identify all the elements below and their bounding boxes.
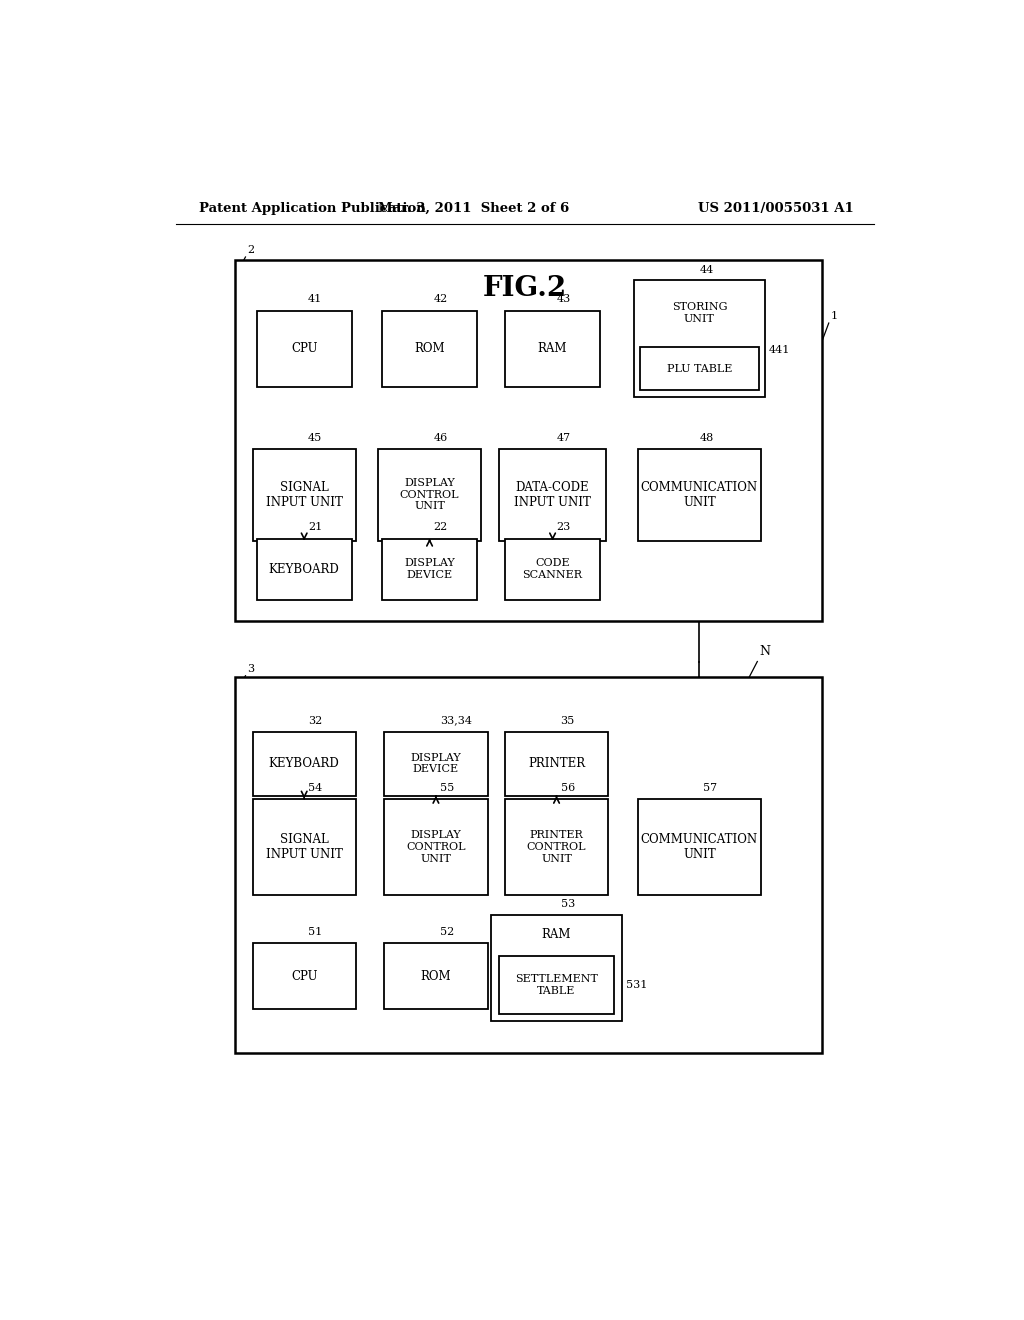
FancyBboxPatch shape — [505, 799, 608, 895]
Text: COMMUNICATION
UNIT: COMMUNICATION UNIT — [641, 480, 758, 508]
Text: CPU: CPU — [291, 342, 317, 355]
FancyBboxPatch shape — [236, 260, 822, 620]
FancyBboxPatch shape — [505, 731, 608, 796]
Text: 46: 46 — [433, 433, 447, 444]
Text: 441: 441 — [769, 346, 791, 355]
FancyBboxPatch shape — [638, 799, 761, 895]
FancyBboxPatch shape — [499, 956, 614, 1014]
FancyBboxPatch shape — [634, 280, 765, 397]
Text: 48: 48 — [699, 433, 714, 444]
FancyBboxPatch shape — [499, 449, 606, 541]
Text: 22: 22 — [433, 523, 447, 532]
FancyBboxPatch shape — [384, 942, 487, 1008]
FancyBboxPatch shape — [257, 539, 352, 599]
Text: 43: 43 — [557, 294, 570, 304]
Text: PLU TABLE: PLU TABLE — [667, 364, 732, 374]
Text: CPU: CPU — [291, 970, 317, 982]
FancyBboxPatch shape — [384, 799, 487, 895]
Text: 32: 32 — [308, 715, 323, 726]
Text: 35: 35 — [560, 715, 574, 726]
FancyBboxPatch shape — [382, 539, 477, 599]
FancyBboxPatch shape — [257, 312, 352, 387]
Text: PRINTER
CONTROL
UNIT: PRINTER CONTROL UNIT — [526, 830, 587, 863]
FancyBboxPatch shape — [236, 677, 822, 1053]
Text: ROM: ROM — [421, 970, 452, 982]
Text: ROM: ROM — [415, 342, 444, 355]
Text: PRINTER: PRINTER — [528, 758, 585, 770]
FancyBboxPatch shape — [384, 731, 487, 796]
Text: DISPLAY
DEVICE: DISPLAY DEVICE — [411, 752, 461, 775]
Text: 51: 51 — [308, 927, 323, 937]
Text: 3: 3 — [247, 664, 254, 673]
Text: 2: 2 — [247, 246, 254, 255]
Text: Patent Application Publication: Patent Application Publication — [200, 202, 426, 215]
Text: KEYBOARD: KEYBOARD — [269, 562, 340, 576]
FancyBboxPatch shape — [382, 312, 477, 387]
FancyBboxPatch shape — [492, 915, 622, 1022]
Text: 33,34: 33,34 — [440, 715, 472, 726]
Text: SIGNAL
INPUT UNIT: SIGNAL INPUT UNIT — [266, 833, 343, 861]
Text: 56: 56 — [560, 783, 574, 792]
Text: US 2011/0055031 A1: US 2011/0055031 A1 — [698, 202, 854, 215]
Text: DISPLAY
DEVICE: DISPLAY DEVICE — [404, 558, 455, 579]
Text: Mar. 3, 2011  Sheet 2 of 6: Mar. 3, 2011 Sheet 2 of 6 — [378, 202, 569, 215]
Text: DATA-CODE
INPUT UNIT: DATA-CODE INPUT UNIT — [514, 480, 591, 508]
FancyBboxPatch shape — [253, 799, 355, 895]
Text: 21: 21 — [308, 523, 323, 532]
FancyBboxPatch shape — [505, 539, 600, 599]
Text: 41: 41 — [308, 294, 323, 304]
Text: SIGNAL
INPUT UNIT: SIGNAL INPUT UNIT — [266, 480, 343, 508]
FancyBboxPatch shape — [253, 731, 355, 796]
Text: 52: 52 — [440, 927, 454, 937]
Text: DISPLAY
CONTROL
UNIT: DISPLAY CONTROL UNIT — [399, 478, 460, 511]
FancyBboxPatch shape — [638, 449, 761, 541]
Text: STORING
UNIT: STORING UNIT — [672, 302, 727, 323]
Text: 47: 47 — [557, 433, 570, 444]
Text: FIG.2: FIG.2 — [482, 275, 567, 302]
Text: KEYBOARD: KEYBOARD — [269, 758, 340, 770]
Text: 42: 42 — [433, 294, 447, 304]
Text: N: N — [759, 645, 770, 659]
FancyBboxPatch shape — [378, 449, 481, 541]
FancyBboxPatch shape — [253, 449, 355, 541]
Text: 23: 23 — [557, 523, 570, 532]
FancyBboxPatch shape — [640, 347, 759, 391]
FancyBboxPatch shape — [253, 942, 355, 1008]
Text: 55: 55 — [440, 783, 454, 792]
Text: 53: 53 — [560, 899, 574, 908]
Text: 1: 1 — [830, 312, 838, 321]
Text: RAM: RAM — [538, 342, 567, 355]
Text: 54: 54 — [308, 783, 323, 792]
Text: 57: 57 — [703, 783, 718, 792]
Text: RAM: RAM — [542, 928, 571, 941]
Text: COMMUNICATION
UNIT: COMMUNICATION UNIT — [641, 833, 758, 861]
Text: 531: 531 — [626, 979, 647, 990]
Text: DISPLAY
CONTROL
UNIT: DISPLAY CONTROL UNIT — [407, 830, 466, 863]
FancyBboxPatch shape — [505, 312, 600, 387]
Text: CODE
SCANNER: CODE SCANNER — [522, 558, 583, 579]
Text: SETTLEMENT
TABLE: SETTLEMENT TABLE — [515, 974, 598, 995]
Text: 44: 44 — [699, 265, 714, 276]
Text: 45: 45 — [308, 433, 323, 444]
